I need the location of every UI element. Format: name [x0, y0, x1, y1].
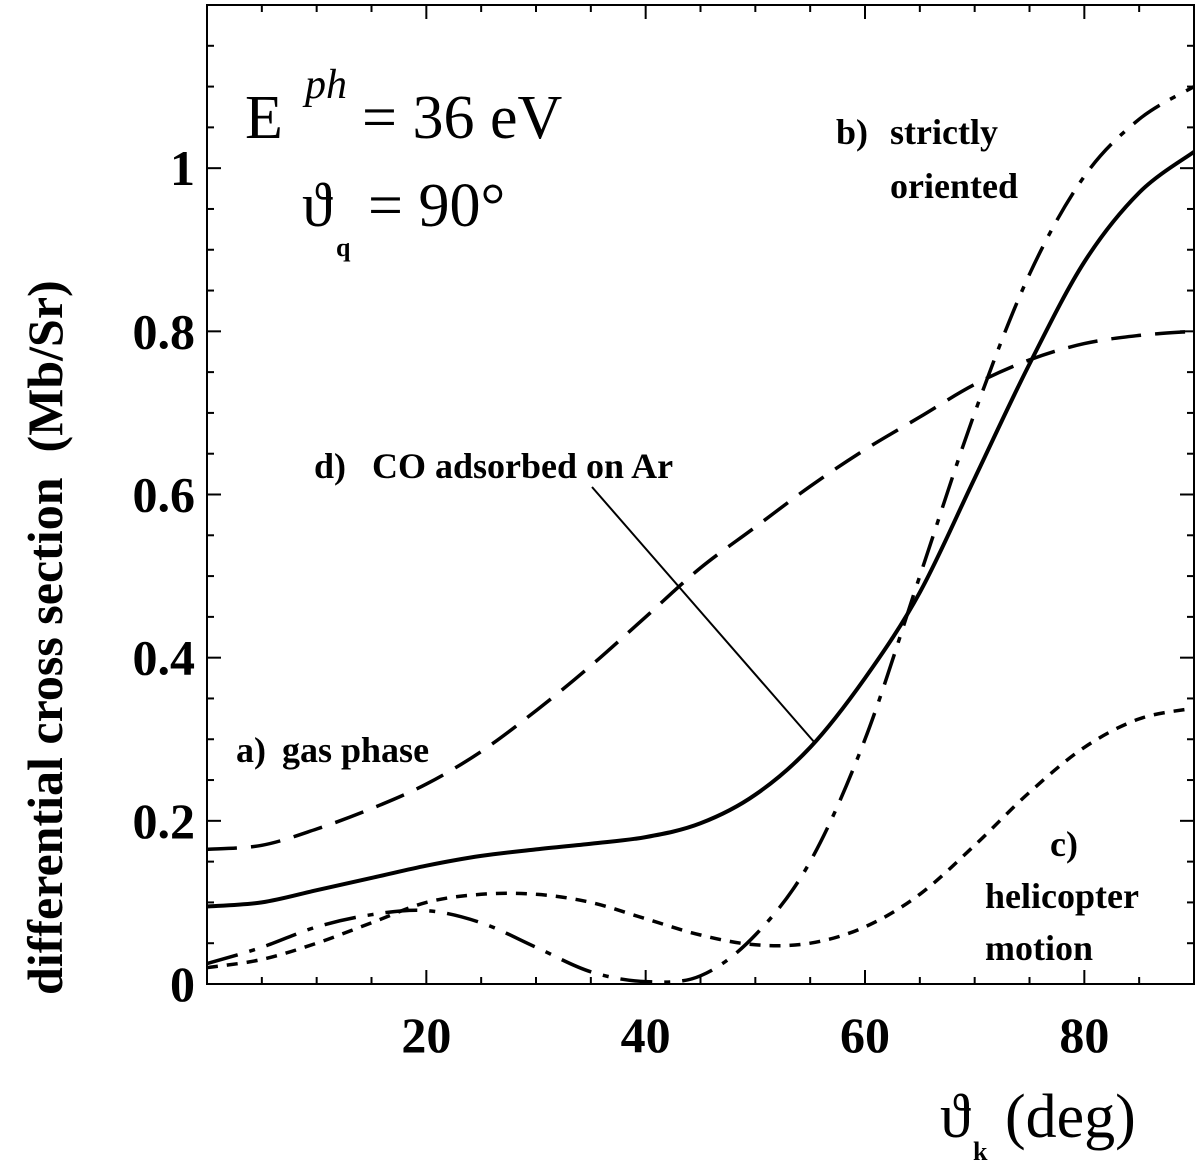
energy-value: = 36 eV [362, 84, 562, 152]
y-tick-label: 0.2 [133, 793, 196, 849]
angle-value: = 90° [368, 172, 505, 240]
x-axis-unit: (deg) [1005, 1083, 1136, 1151]
y-tick-label: 0.8 [133, 303, 196, 359]
label-a-line-1: gas phase [282, 730, 429, 770]
x-tick-label: 40 [621, 1007, 671, 1063]
angle-subscript: q [336, 233, 351, 262]
label-b-prefix: b) [836, 112, 868, 152]
label-a-prefix: a) [236, 730, 266, 770]
y-tick-label: 0.4 [133, 630, 196, 686]
energy-symbol: E [245, 84, 283, 152]
major-ticks [207, 5, 1194, 984]
y-tick-label: 0.6 [133, 467, 196, 523]
label-c-line-1: helicopter [985, 876, 1139, 916]
series-b-line [206, 85, 1195, 984]
x-tick-labels: 20 40 60 80 [401, 1007, 1109, 1063]
label-d-line-1: CO adsorbed on Ar [372, 446, 673, 486]
angle-symbol: ϑ [302, 172, 333, 240]
label-c-prefix: c) [1050, 824, 1078, 864]
y-axis-label: differential cross section (Mb/Sr) [17, 280, 73, 995]
minor-ticks [207, 5, 1194, 984]
label-c-line-2: motion [985, 928, 1093, 968]
plot-frame [206, 4, 1195, 985]
x-tick-label: 60 [840, 1007, 890, 1063]
curves [206, 85, 1196, 984]
label-b-line-1: strictly [890, 112, 998, 152]
x-tick-label: 20 [401, 1007, 451, 1063]
label-d-leader-line [591, 486, 816, 744]
label-b-line-2: oriented [890, 166, 1018, 206]
x-tick-label: 80 [1059, 1007, 1109, 1063]
y-tick-label: 0 [170, 956, 195, 1012]
series-a-line [206, 329, 1195, 852]
label-d-prefix: d) [314, 446, 346, 486]
x-axis-subscript: k [973, 1137, 988, 1166]
energy-superscript: ph [302, 62, 347, 108]
x-axis-symbol: ϑ [940, 1083, 971, 1151]
series-d-line [206, 150, 1196, 909]
y-tick-label: 1 [170, 140, 195, 196]
y-tick-labels: 0 0.2 0.4 0.6 0.8 1 [133, 140, 196, 1012]
